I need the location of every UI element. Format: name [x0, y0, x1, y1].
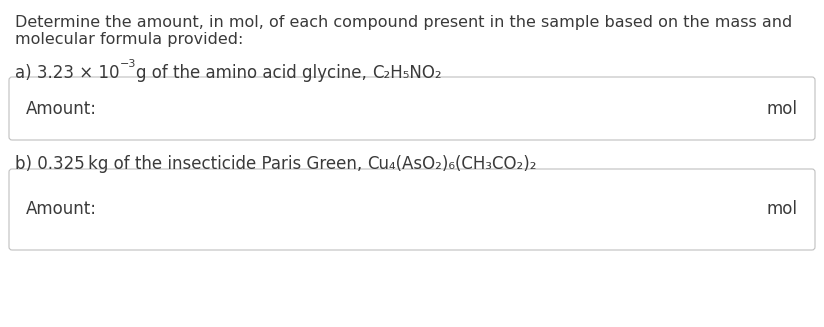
Text: Determine the amount, in mol, of each compound present in the sample based on th: Determine the amount, in mol, of each co…	[15, 15, 792, 30]
FancyBboxPatch shape	[9, 169, 815, 250]
Text: Cu₄(AsO₂)₆(CH₃CO₂)₂: Cu₄(AsO₂)₆(CH₃CO₂)₂	[368, 155, 537, 173]
FancyBboxPatch shape	[9, 77, 815, 140]
Text: −3: −3	[119, 59, 136, 69]
Text: molecular formula provided:: molecular formula provided:	[15, 32, 243, 47]
Text: b) 0.325 kg of the insecticide Paris Green,: b) 0.325 kg of the insecticide Paris Gre…	[15, 155, 368, 173]
Text: a) 3.23 × 10: a) 3.23 × 10	[15, 64, 119, 82]
Text: C₂H₅NO₂: C₂H₅NO₂	[372, 64, 442, 82]
Text: mol: mol	[767, 200, 798, 218]
Text: mol: mol	[767, 99, 798, 117]
Text: g of the amino acid glycine,: g of the amino acid glycine,	[136, 64, 372, 82]
Text: Amount:: Amount:	[26, 99, 97, 117]
Text: Amount:: Amount:	[26, 200, 97, 218]
